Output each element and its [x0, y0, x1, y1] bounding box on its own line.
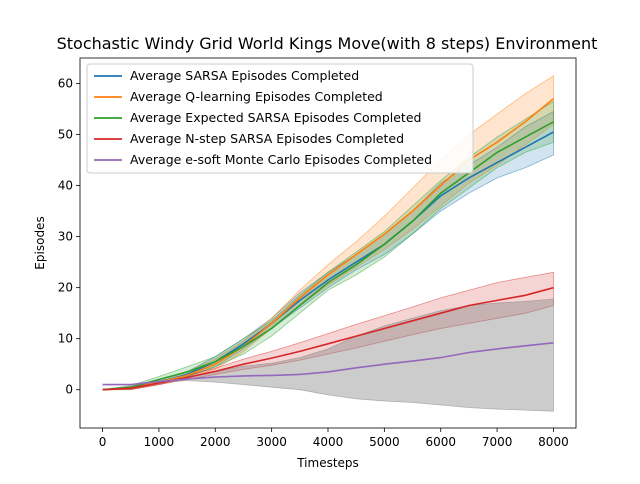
- y-tick-label: 50: [58, 128, 73, 142]
- x-axis-label: Timesteps: [296, 456, 359, 470]
- legend-label: Average Q-learning Episodes Completed: [130, 89, 383, 104]
- x-tick-label: 0: [99, 435, 107, 449]
- legend-items: Average SARSA Episodes Completed Average …: [94, 68, 432, 167]
- x-tick-label: 6000: [425, 435, 456, 449]
- confidence-bands: [102, 75, 554, 412]
- x-tick-label: 3000: [256, 435, 287, 449]
- x-tick-label: 7000: [482, 435, 513, 449]
- legend-label: Average SARSA Episodes Completed: [130, 68, 359, 83]
- x-tick-label: 5000: [369, 435, 400, 449]
- legend-label: Average Expected SARSA Episodes Complete…: [130, 110, 421, 125]
- series-lines: [102, 98, 555, 391]
- band-series-4: [102, 271, 554, 391]
- chart-title: Stochastic Windy Grid World Kings Move(w…: [57, 34, 598, 53]
- y-tick-label: 30: [58, 230, 73, 244]
- legend-box: [86, 63, 474, 174]
- legend-label: Average e-soft Monte Carlo Episodes Comp…: [130, 152, 432, 167]
- line-series-3: [102, 121, 554, 391]
- x-axis-ticks: 0 1000 2000 3000 4000 5000 6000 7000 8000: [99, 428, 569, 449]
- band-series-5: [102, 298, 554, 412]
- x-tick-label: 4000: [313, 435, 344, 449]
- x-tick-label: 1000: [144, 435, 175, 449]
- y-axis-ticks: 0 10 20 30 40 50 60: [58, 77, 80, 397]
- y-tick-label: 60: [58, 77, 73, 91]
- x-tick-label: 8000: [538, 435, 569, 449]
- legend: Average SARSA Episodes Completed Average …: [86, 63, 474, 174]
- x-tick-label: 2000: [200, 435, 231, 449]
- line-series-2: [102, 98, 555, 391]
- y-tick-label: 40: [58, 179, 73, 193]
- legend-label: Average N-step SARSA Episodes Completed: [130, 131, 404, 146]
- y-tick-label: 0: [65, 383, 73, 397]
- y-tick-label: 10: [58, 332, 73, 346]
- y-tick-label: 20: [58, 281, 73, 295]
- y-axis-label: Episodes: [33, 216, 47, 269]
- line-series-5: [102, 342, 554, 386]
